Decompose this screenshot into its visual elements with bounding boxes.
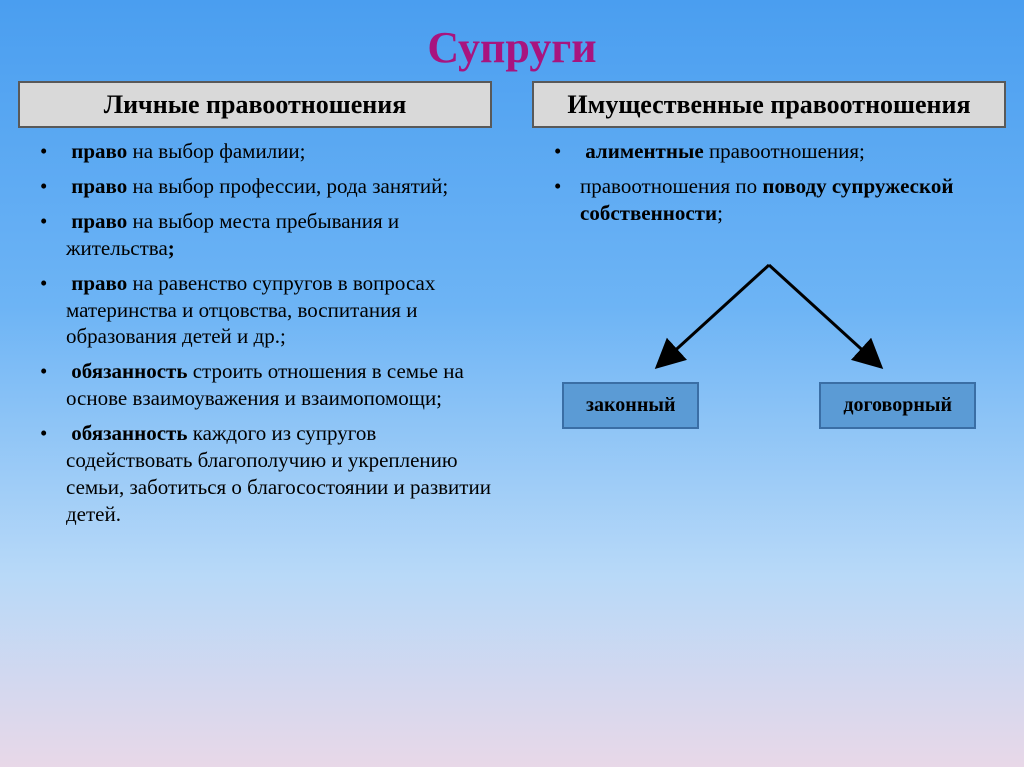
left-bullet-list: право на выбор фамилии; право на выбор п…	[18, 138, 492, 527]
two-column-layout: Личные правоотношения право на выбор фам…	[0, 81, 1024, 536]
branch-arrows-icon	[599, 257, 939, 387]
right-column: Имущественные правоотношения алиментные …	[532, 81, 1006, 536]
right-bullet-list: алиментные правоотношения; правоотношени…	[532, 138, 1006, 227]
bold-term: право	[71, 174, 127, 198]
list-item: право на выбор фамилии;	[36, 138, 492, 165]
bold-trail: ;	[168, 236, 175, 260]
legal-regime-chip: законный	[562, 382, 699, 429]
item-text: ;	[717, 201, 723, 225]
bold-term: алиментные	[585, 139, 703, 163]
bold-term: право	[71, 209, 127, 233]
contract-regime-chip: договорный	[819, 382, 976, 429]
left-header-box: Личные правоотношения	[18, 81, 492, 128]
list-item: обязанность каждого из супругов содейств…	[36, 420, 492, 528]
property-regime-diagram: законный договорный	[532, 267, 1006, 487]
list-item: право на равенство супругов в вопросах м…	[36, 270, 492, 351]
bold-term: обязанность	[71, 421, 187, 445]
list-item: алиментные правоотношения;	[550, 138, 1006, 165]
bold-term: право	[71, 271, 127, 295]
list-item: право на выбор профессии, рода занятий;	[36, 173, 492, 200]
item-text: на выбор фамилии;	[127, 139, 305, 163]
list-item: право на выбор места пребывания и житель…	[36, 208, 492, 262]
bold-term: право	[71, 139, 127, 163]
left-column: Личные правоотношения право на выбор фам…	[18, 81, 492, 536]
item-pre: правоотношения по	[580, 174, 762, 198]
slide-title: Супруги	[0, 0, 1024, 81]
item-text: правоотношения;	[704, 139, 865, 163]
list-item: правоотношения по поводу супружеской соб…	[550, 173, 1006, 227]
bold-term: обязанность	[71, 359, 187, 383]
item-text: на выбор профессии, рода занятий;	[127, 174, 448, 198]
right-header-box: Имущественные правоотношения	[532, 81, 1006, 128]
list-item: обязанность строить отношения в семье на…	[36, 358, 492, 412]
